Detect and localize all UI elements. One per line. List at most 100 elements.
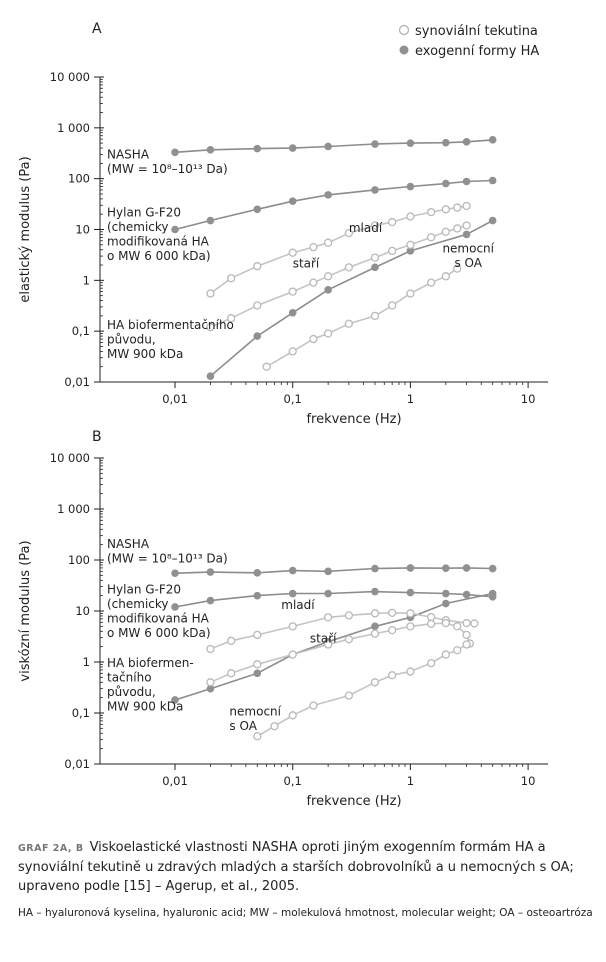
data-point-b-4 [323,613,333,622]
data-point-b-5 [206,678,215,687]
series-line-a-2 [174,179,493,231]
data-point-a-4 [227,274,236,283]
series-line-b-6 [256,643,468,737]
series-annotation-a-2: (chemicky [107,220,169,234]
data-point-b-2 [371,587,379,596]
data-point-b-5 [288,650,297,659]
data-point-a-4 [323,238,333,247]
data-point-b-6 [270,722,279,731]
data-point-b-5 [453,622,462,631]
data-point-a-6 [406,289,415,298]
y-tick-label-a: 100 [68,172,90,186]
series-line-a-5 [210,224,467,328]
data-point-a-5 [227,314,236,323]
series-line-a-3 [209,219,494,377]
data-point-b-5 [344,635,354,644]
data-point-a-6 [370,311,380,321]
data-point-a-2 [442,179,450,188]
data-point-b-1 [324,567,332,576]
series-line-b-1 [174,567,493,574]
figure: synoviální tekutina exogenní formy HA A 0… [18,21,548,809]
data-point-a-2 [206,216,215,225]
series-annotation-a-6: nemocní [442,242,494,256]
y-tick-label-b: 0,01 [64,757,90,771]
data-point-b-5 [370,629,380,638]
data-point-a-2 [462,177,471,186]
x-tick-label-b: 0,01 [162,774,188,788]
data-point-a-5 [441,227,450,236]
data-point-a-4 [388,217,397,227]
data-point-b-4 [370,609,380,618]
series-annotation-b-2: o MW 6 000 kDa) [107,626,211,640]
data-point-a-5 [288,287,297,296]
data-point-b-1 [253,569,262,577]
x-tick-label-b: 1 [407,774,414,788]
data-point-b-4 [288,622,297,631]
data-point-a-4 [309,242,318,252]
caption-label: GRAF 2A, B [18,843,84,854]
series-annotation-a-2: o MW 6 000 kDa) [107,249,211,263]
data-point-a-1 [324,142,332,151]
series-annotation-a-3: HA biofermentačního [107,318,234,332]
data-point-b-4 [470,619,479,628]
data-point-a-2 [406,182,415,191]
data-point-b-5 [227,669,236,678]
data-point-a-1 [442,138,450,147]
series-annotation-b-2: (chemicky [107,597,169,611]
data-point-a-1 [406,139,415,147]
data-point-a-5 [462,221,471,230]
data-point-a-6 [323,329,333,338]
data-point-b-2 [324,589,332,598]
series-line-b-5 [210,622,471,684]
data-point-a-4 [206,289,215,298]
abbreviations-note: HA – hyaluronová kyselina, hyaluronic ac… [18,907,593,919]
data-point-b-3 [206,684,215,693]
data-point-a-1 [462,138,471,146]
y-tick-label-a: 0,1 [72,324,90,338]
series-annotation-b-2: Hylan G-F20 [107,583,181,597]
data-point-b-6 [288,711,297,720]
data-point-b-5 [253,660,262,669]
data-point-b-4 [206,644,215,654]
data-point-a-1 [371,140,379,148]
data-point-a-3 [206,372,215,381]
y-tick-label-a: 1 [83,273,90,287]
series-annotation-a-1: (MW = 10⁸–10¹³ Da) [107,162,228,176]
y-axis-title-b: viskózní modulus (Pa) [18,540,33,681]
data-point-b-1 [488,564,497,573]
data-point-b-6 [441,650,450,659]
data-point-a-5 [406,240,415,249]
data-point-b-1 [288,566,297,575]
data-point-a-4 [462,201,471,211]
data-point-a-4 [406,212,415,221]
data-point-b-3 [171,696,179,704]
data-point-b-6 [453,646,462,655]
data-point-a-6 [441,272,450,281]
data-point-b-3 [442,599,450,608]
data-point-b-6 [253,732,262,741]
data-point-b-4 [462,618,471,628]
x-axis-title-a: frekvence (Hz) [306,412,401,427]
data-point-a-4 [441,205,450,214]
x-tick-label-a: 1 [407,392,414,406]
series-annotation-b-5: staří [310,632,337,646]
data-point-b-2 [406,588,415,597]
data-point-b-6 [344,691,354,700]
y-tick-label-a: 10 000 [50,70,90,84]
y-tick-label-b: 100 [68,553,90,567]
series-annotation-b-6: s OA [229,719,257,733]
data-point-a-1 [206,145,215,154]
data-point-a-5 [370,253,380,262]
x-axis-title-b: frekvence (Hz) [306,794,401,809]
data-point-b-2 [442,589,450,598]
series-annotation-a-5: staří [293,256,320,270]
legend-filled-label: exogenní formy HA [415,44,539,59]
data-point-b-3 [488,589,497,598]
data-point-b-5 [388,626,397,635]
data-point-b-2 [288,589,297,598]
data-point-a-6 [344,319,354,328]
data-point-a-2 [253,205,262,214]
data-point-a-6 [262,362,271,371]
data-point-b-1 [371,564,379,573]
data-point-a-2 [488,176,497,185]
